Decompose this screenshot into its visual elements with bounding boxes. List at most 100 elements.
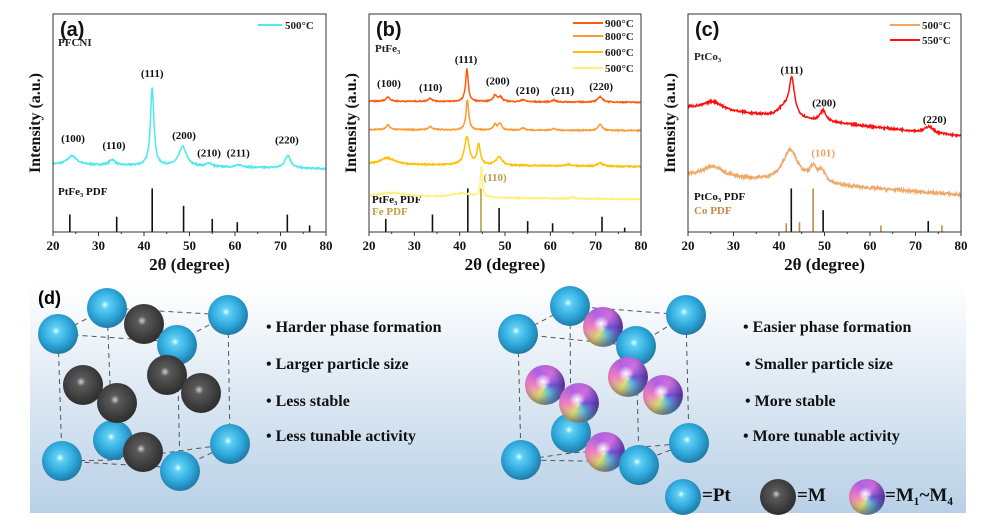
legend-label: 500°C [922,20,951,32]
pt-atom [619,445,659,485]
multi-metal-atom [643,375,683,415]
legend-label: 500°C [285,20,314,32]
m-atom [123,432,163,472]
x-tick-label: 20 [682,238,695,253]
left-bullet: • Larger particle size [266,356,409,373]
multi-metal-atom [608,357,648,397]
multi-metal-atom [559,383,599,423]
peak-label: (110) [102,140,126,152]
peak-label: (110) [419,82,443,94]
series-line-900°C [368,68,642,104]
pt-atom [208,295,248,335]
reference-label: PtCo₃ PDF [694,191,746,203]
legend-pt-icon [665,479,701,515]
sample-label: PtCo₃ [694,51,722,63]
y-axis-title: Intensity (a.u.) [662,73,679,173]
m-atom [147,355,187,395]
x-tick-label: 50 [183,238,196,253]
x-tick-label: 30 [92,238,105,253]
peak-label: (111) [455,54,478,66]
reference-label: PtFe₃ PDF [372,194,422,206]
x-tick-label: 70 [909,238,922,253]
panel-label: (c) [695,19,719,41]
peak-label: (210) [516,85,540,97]
x-tick-label: 50 [499,238,512,253]
series-line-500°C [52,87,327,171]
right-bullet: • More tunable activity [743,428,900,445]
panel-label: (b) [376,19,402,41]
xrd-panel-0: PtFe₃ PDF 20 30 40 50 60 70 80 2θ (degree) Intens… [27,13,333,274]
peak-label: (211) [227,148,251,160]
series-line-600°C [369,135,642,169]
left-bullet: • Harder phase formation [266,319,442,336]
x-tick-label: 30 [727,238,740,253]
legend-label: 600°C [605,47,634,59]
sample-label: PFCNI [58,37,92,49]
x-tick-label: 80 [635,238,648,253]
peak-label: (200) [812,97,836,109]
pt-atom [666,295,706,335]
y-axis-title: Intensity (a.u.) [343,73,360,173]
reference-label: Fe PDF [372,206,408,218]
legend-m-label: =M [797,485,826,506]
x-tick-label: 70 [274,238,287,253]
pt-atom [498,314,538,354]
x-tick-label: 60 [544,238,557,253]
x-tick-label: 80 [955,238,968,253]
peak-label: (101) [811,148,835,160]
peak-label: (111) [780,65,803,77]
x-tick-label: 70 [589,238,602,253]
x-tick-label: 60 [229,238,242,253]
sample-label: PtFe₃ [375,43,401,55]
pt-atom [38,314,78,354]
peak-label: (211) [551,85,575,97]
series-line-800°C [368,99,642,133]
m-atom [63,365,103,405]
reference-label: PtFe₃ PDF [58,186,108,198]
x-tick-label: 60 [864,238,877,253]
peak-label: (220) [275,134,299,146]
x-axis-title: 2θ (degree) [149,255,230,274]
pt-atom [160,451,200,491]
legend-label: 550°C [922,35,951,47]
x-tick-label: 40 [773,238,786,253]
peak-label: (100) [377,78,401,90]
series-line-500°C [368,165,642,202]
right-bullet: • Smaller particle size [745,356,893,373]
right-bullet: • More stable [745,393,836,410]
x-tick-label: 50 [818,238,831,253]
x-axis-title: 2θ (degree) [784,255,865,274]
pt-atom [210,424,250,464]
pt-atom [42,441,82,481]
x-tick-label: 30 [408,238,421,253]
m-atom [181,373,221,413]
left-bullet: • Less tunable activity [266,428,417,445]
x-tick-label: 20 [363,238,376,253]
legend-label: 500°C [605,63,634,75]
multi-metal-atom [585,432,625,472]
peak-label: (100) [61,133,85,145]
pt-atom [669,423,709,463]
panel-label: (a) [60,19,84,41]
peak-label: (220) [923,114,947,126]
series-line-550°C [687,75,962,139]
m-atom [97,383,137,423]
xrd-charts: PtFe₃ PDF 20 30 40 50 60 70 80 2θ (degree) Intens… [27,13,968,274]
multi-metal-atom [525,365,565,405]
peak-label: (210) [197,148,221,160]
x-tick-label: 80 [320,238,333,253]
pt-atom [501,440,541,480]
legend-multi-icon [849,479,885,515]
panel-label-d: (d) [38,288,61,308]
y-axis-title: Intensity (a.u.) [27,73,44,173]
peak-label: (200) [172,130,196,142]
x-axis-title: 2θ (degree) [465,255,546,274]
x-tick-label: 20 [47,238,60,253]
reference-label: Co PDF [694,205,732,217]
series-line-500°C [687,145,962,199]
legend-m-icon [760,479,796,515]
peak-label: (220) [589,81,613,93]
peak-label: (200) [486,76,510,88]
